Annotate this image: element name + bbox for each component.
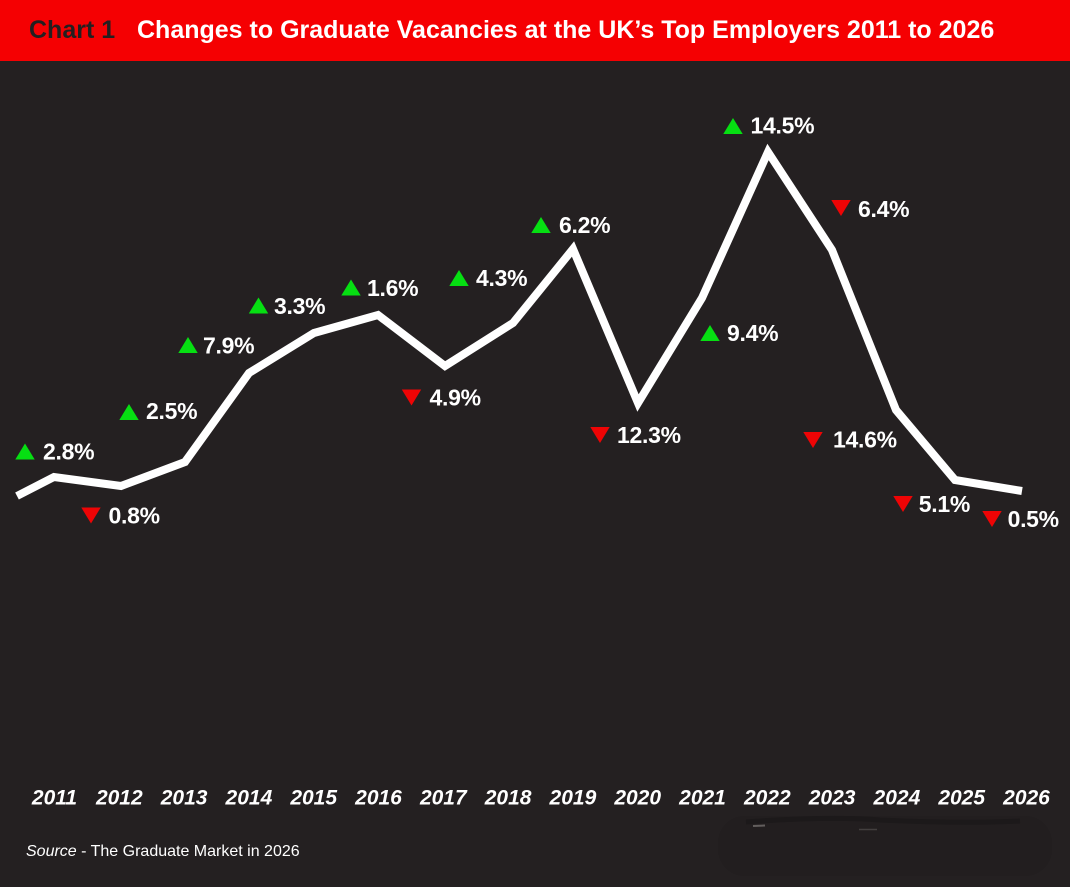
svg-text:6.2%: 6.2% — [559, 212, 610, 238]
svg-text:2.8%: 2.8% — [43, 439, 94, 465]
svg-text:Changes to Graduate Vacancies: Changes to Graduate Vacancies at the UK’… — [137, 16, 994, 44]
svg-text:3.3%: 3.3% — [274, 293, 325, 319]
svg-text:2.5%: 2.5% — [146, 398, 197, 424]
svg-text:14.5%: 14.5% — [751, 113, 815, 139]
svg-text:2022: 2022 — [743, 787, 791, 810]
svg-text:2013: 2013 — [160, 787, 208, 810]
svg-text:12.3%: 12.3% — [617, 422, 681, 448]
svg-text:4.3%: 4.3% — [476, 265, 527, 291]
svg-text:5.1%: 5.1% — [919, 491, 970, 517]
svg-text:14.6%: 14.6% — [833, 427, 897, 453]
svg-text:2016: 2016 — [354, 787, 402, 810]
svg-text:2017: 2017 — [419, 787, 468, 810]
svg-text:2020: 2020 — [613, 787, 661, 810]
svg-text:Chart 1: Chart 1 — [29, 16, 115, 44]
svg-text:2026: 2026 — [1002, 787, 1050, 810]
svg-text:4.9%: 4.9% — [430, 385, 481, 411]
svg-text:1.6%: 1.6% — [367, 275, 418, 301]
svg-text:0.5%: 0.5% — [1008, 506, 1059, 532]
svg-text:6.4%: 6.4% — [858, 196, 909, 222]
svg-text:7.9%: 7.9% — [203, 333, 254, 359]
svg-text:0.8%: 0.8% — [109, 503, 160, 529]
svg-text:2012: 2012 — [95, 787, 143, 810]
svg-text:2014: 2014 — [225, 787, 273, 810]
svg-text:2021: 2021 — [678, 787, 726, 810]
svg-text:2015: 2015 — [289, 787, 337, 810]
svg-text:9.4%: 9.4% — [727, 320, 778, 346]
svg-text:2024: 2024 — [873, 787, 921, 810]
svg-text:Source - The Graduate Market i: Source - The Graduate Market in 2026 — [26, 843, 300, 860]
svg-text:2011: 2011 — [31, 787, 77, 810]
svg-text:2025: 2025 — [937, 787, 985, 810]
svg-text:2019: 2019 — [549, 787, 597, 810]
svg-text:2018: 2018 — [484, 787, 532, 810]
svg-text:2023: 2023 — [808, 787, 856, 810]
